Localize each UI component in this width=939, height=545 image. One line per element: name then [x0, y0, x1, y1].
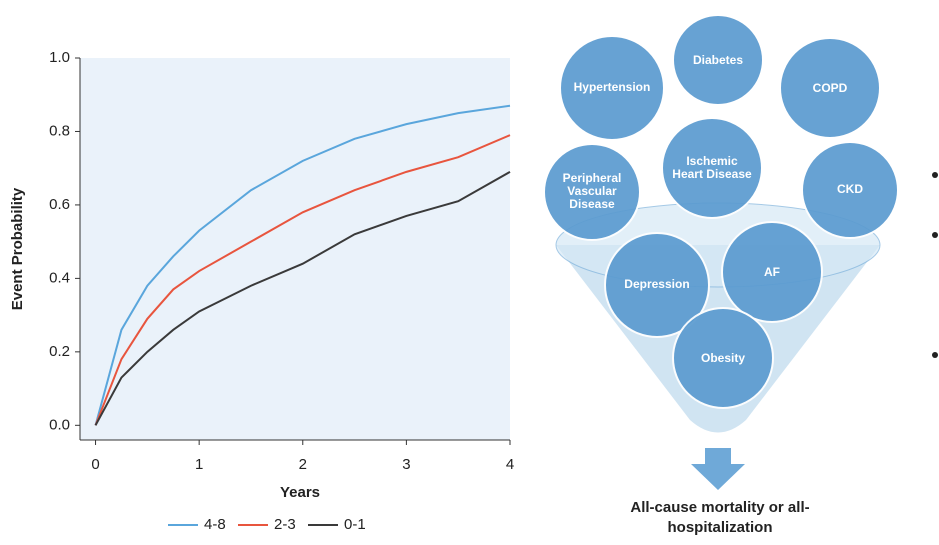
- y-tick-label: 0.2: [49, 343, 70, 360]
- bullet: [932, 172, 938, 178]
- y-tick-label: 0.6: [49, 196, 70, 213]
- arrow: [691, 448, 745, 490]
- x-axis-label: Years: [280, 484, 320, 501]
- x-tick-label: 1: [195, 456, 203, 473]
- node-label: AF: [732, 232, 812, 312]
- node-label: CKD: [812, 152, 889, 229]
- x-tick-label: 4: [506, 456, 514, 473]
- legend-label: 2-3: [274, 516, 296, 533]
- y-axis-label: Event Probability: [9, 187, 26, 310]
- node-label: Ischemic Heart Disease: [672, 128, 752, 208]
- legend-label: 0-1: [344, 516, 366, 533]
- node-label: Peripheral Vascular Disease: [554, 154, 631, 231]
- outcome-label: All-cause mortality or all-hospitalizati…: [590, 498, 850, 538]
- x-tick-label: 0: [91, 456, 99, 473]
- node-label: Depression: [615, 243, 698, 326]
- node-label: COPD: [790, 48, 870, 128]
- legend-label: 4-8: [204, 516, 226, 533]
- y-tick-label: 0.8: [49, 122, 70, 139]
- y-tick-label: 0.4: [49, 269, 70, 286]
- y-tick-label: 0.0: [49, 416, 70, 433]
- node-label: Obesity: [683, 318, 763, 398]
- page: Event Probability Years 0.0 0.2 0.4 0.6 0.8 1…: [0, 0, 939, 545]
- x-tick-label: 3: [402, 456, 410, 473]
- node-label: Hypertension: [570, 46, 653, 129]
- node-label: Diabetes: [682, 24, 754, 96]
- bullet: [932, 232, 938, 238]
- y-tick-label: 1.0: [49, 49, 70, 66]
- x-tick-label: 2: [299, 456, 307, 473]
- bullet: [932, 352, 938, 358]
